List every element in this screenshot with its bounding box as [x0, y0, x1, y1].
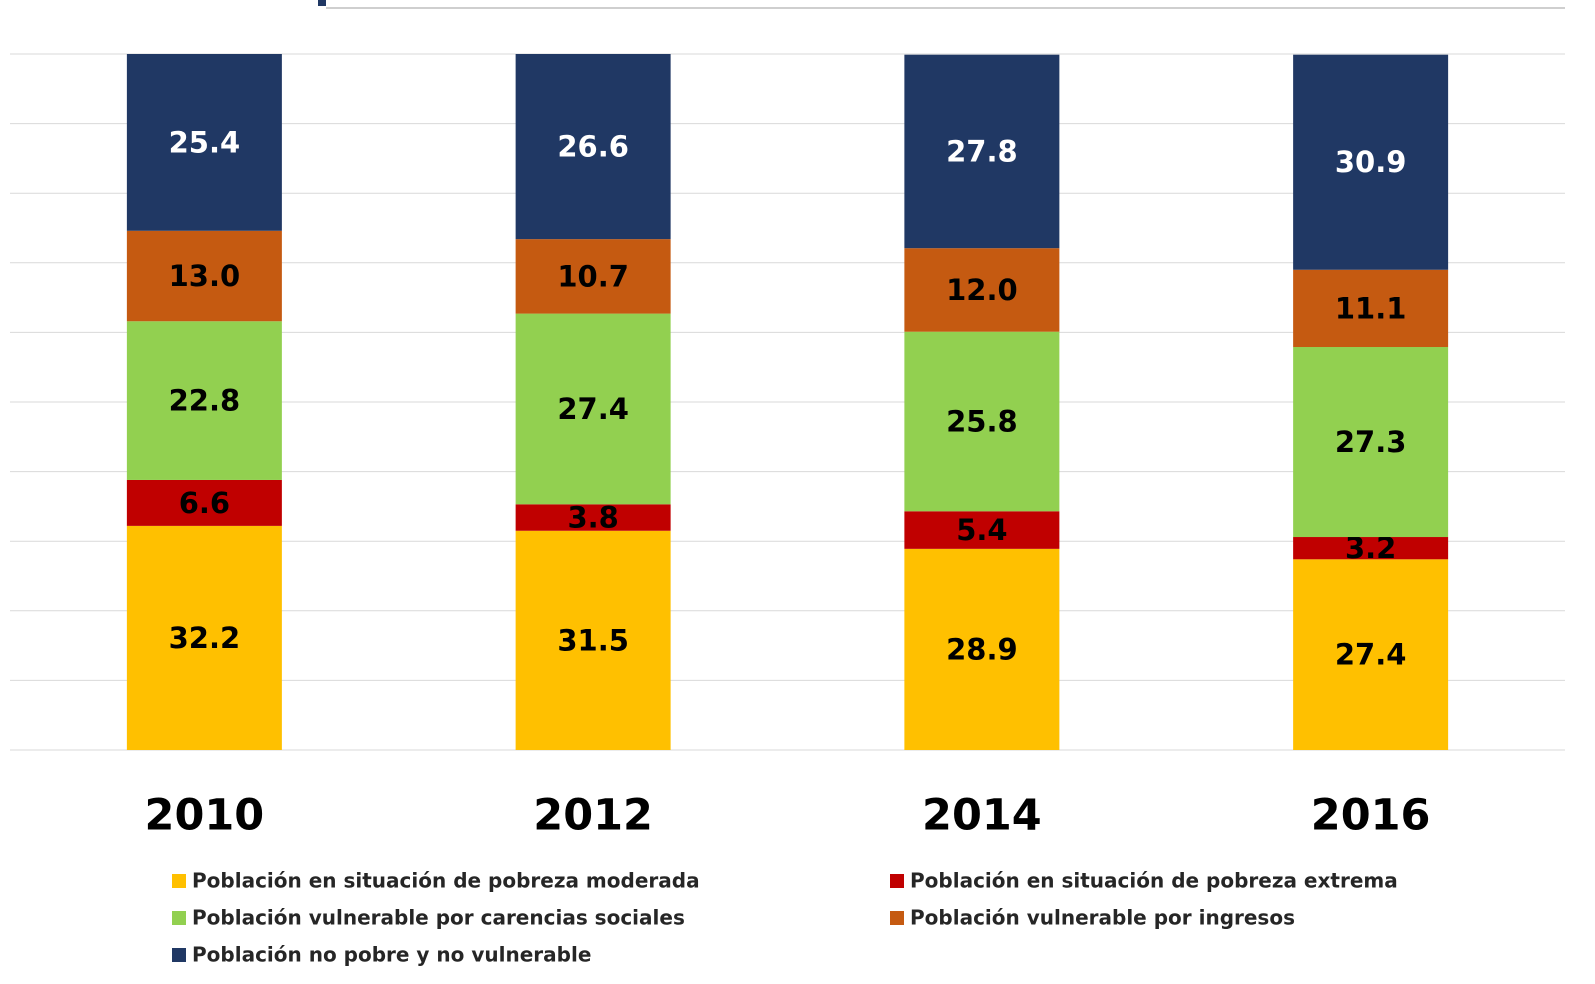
bar-segment	[515, 54, 671, 240]
value-label: 27.3	[1335, 425, 1407, 459]
legend-label: Población vulnerable por ingresos	[910, 906, 1295, 930]
bar-segment	[904, 331, 1060, 512]
bar-segment	[1293, 537, 1449, 560]
bar-segment	[126, 54, 282, 231]
bar-segment	[515, 530, 671, 750]
x-tick-label: 2016	[1311, 791, 1431, 841]
bar-segment	[904, 511, 1060, 549]
bar-segment	[904, 248, 1060, 332]
value-label: 11.1	[1335, 291, 1407, 325]
value-label: 6.6	[179, 486, 230, 520]
header-accent	[318, 0, 326, 6]
legend-swatch	[890, 874, 904, 888]
value-label: 25.4	[169, 125, 241, 159]
bar-segment	[904, 548, 1060, 750]
value-label: 25.8	[946, 404, 1018, 438]
value-label: 26.6	[557, 130, 629, 164]
bar-segment	[126, 230, 282, 322]
value-label: 3.8	[567, 501, 618, 535]
bar-segment	[1293, 347, 1449, 538]
value-label: 27.4	[557, 392, 629, 426]
value-label: 13.0	[169, 259, 241, 293]
bar-segment	[904, 54, 1060, 249]
value-label: 31.5	[557, 623, 629, 657]
bar-segment	[126, 479, 282, 526]
value-label: 30.9	[1335, 145, 1407, 179]
legend-swatch	[172, 948, 186, 962]
legend-swatch	[890, 911, 904, 925]
bar-segment	[126, 321, 282, 480]
legend-label: Población no pobre y no vulnerable	[192, 943, 591, 967]
value-label: 27.4	[1335, 638, 1407, 672]
x-tick-label: 2014	[922, 791, 1042, 841]
bar-segment	[1293, 559, 1449, 750]
legend-label: Población vulnerable por carencias socia…	[192, 906, 685, 930]
x-tick-label: 2012	[533, 791, 653, 841]
value-label: 12.0	[946, 273, 1018, 307]
x-tick-label: 2010	[145, 791, 265, 841]
legend-swatch	[172, 911, 186, 925]
value-label: 27.8	[946, 134, 1018, 168]
legend-label: Población en situación de pobreza modera…	[192, 869, 700, 893]
legend-label: Población en situación de pobreza extrem…	[910, 869, 1398, 893]
value-label: 28.9	[946, 632, 1018, 666]
value-label: 10.7	[557, 259, 629, 293]
bar-segment	[515, 313, 671, 505]
value-label: 32.2	[169, 621, 241, 655]
value-label: 5.4	[956, 513, 1007, 547]
legend-swatch	[172, 874, 186, 888]
bar-segment	[1293, 54, 1449, 270]
bar-segment	[515, 504, 671, 531]
bar-segment	[126, 525, 282, 750]
bar-segment	[515, 239, 671, 314]
value-label: 22.8	[169, 384, 241, 418]
bar-segment	[1293, 269, 1449, 348]
